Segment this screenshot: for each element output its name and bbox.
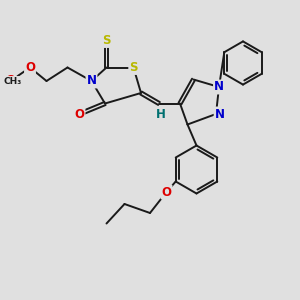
Text: S: S [129,61,138,74]
Text: S: S [102,34,111,47]
Text: H: H [156,107,165,121]
Text: O: O [5,74,16,88]
Text: O: O [161,185,172,199]
Text: O: O [25,61,35,74]
Text: CH₃: CH₃ [3,76,21,85]
Text: O: O [74,107,85,121]
Text: N: N [86,74,97,88]
Text: N: N [214,80,224,94]
Text: N: N [214,107,225,121]
